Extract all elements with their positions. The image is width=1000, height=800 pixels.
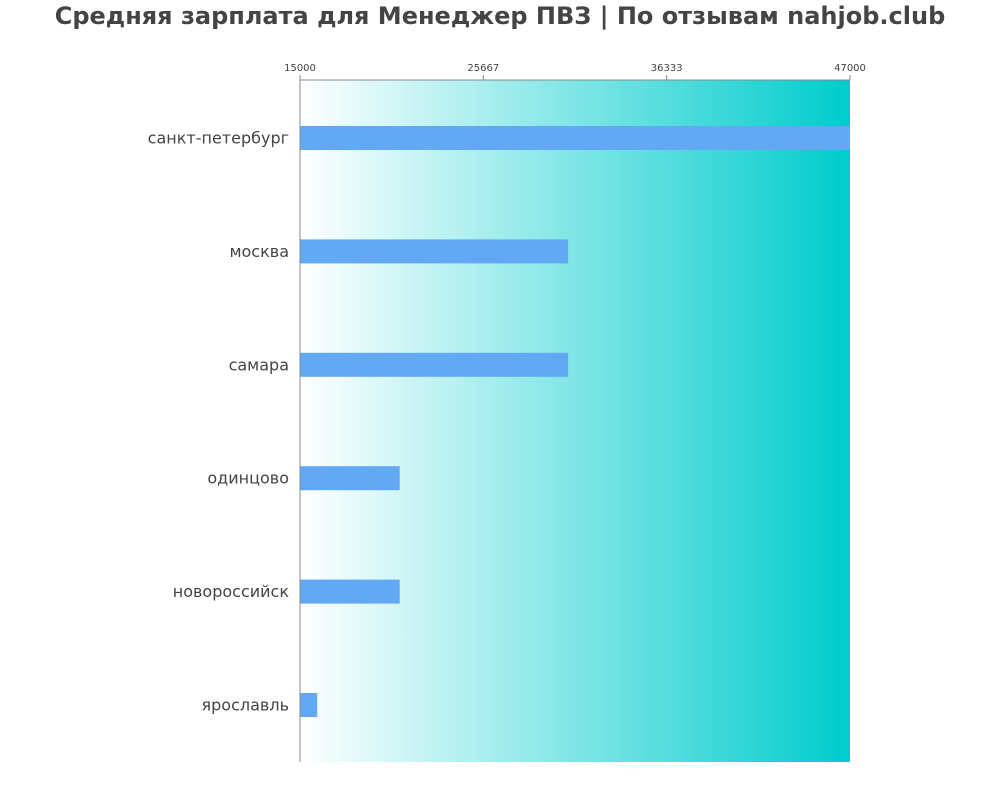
bar-3 [300,466,400,491]
x-tick-label-1: 25667 [467,63,499,74]
x-tick-label-0: 15000 [284,63,316,74]
x-tick-label-3: 47000 [834,63,866,74]
category-label-2: самара [229,355,289,374]
bar-1 [300,239,569,264]
category-label-4: новороссийск [173,582,290,601]
bar-2 [300,352,569,377]
bar-5 [300,693,318,717]
x-tick-label-2: 36333 [651,63,683,74]
category-label-0: санкт-петербург [148,129,289,148]
category-label-3: одинцово [207,469,289,488]
category-label-1: москва [229,242,289,261]
chart-title: Средняя зарплата для Менеджер ПВЗ | По о… [54,2,946,30]
bar-4 [300,579,400,604]
plot-background [300,80,850,762]
bar-0 [300,126,850,150]
category-label-5: ярославль [202,696,289,715]
